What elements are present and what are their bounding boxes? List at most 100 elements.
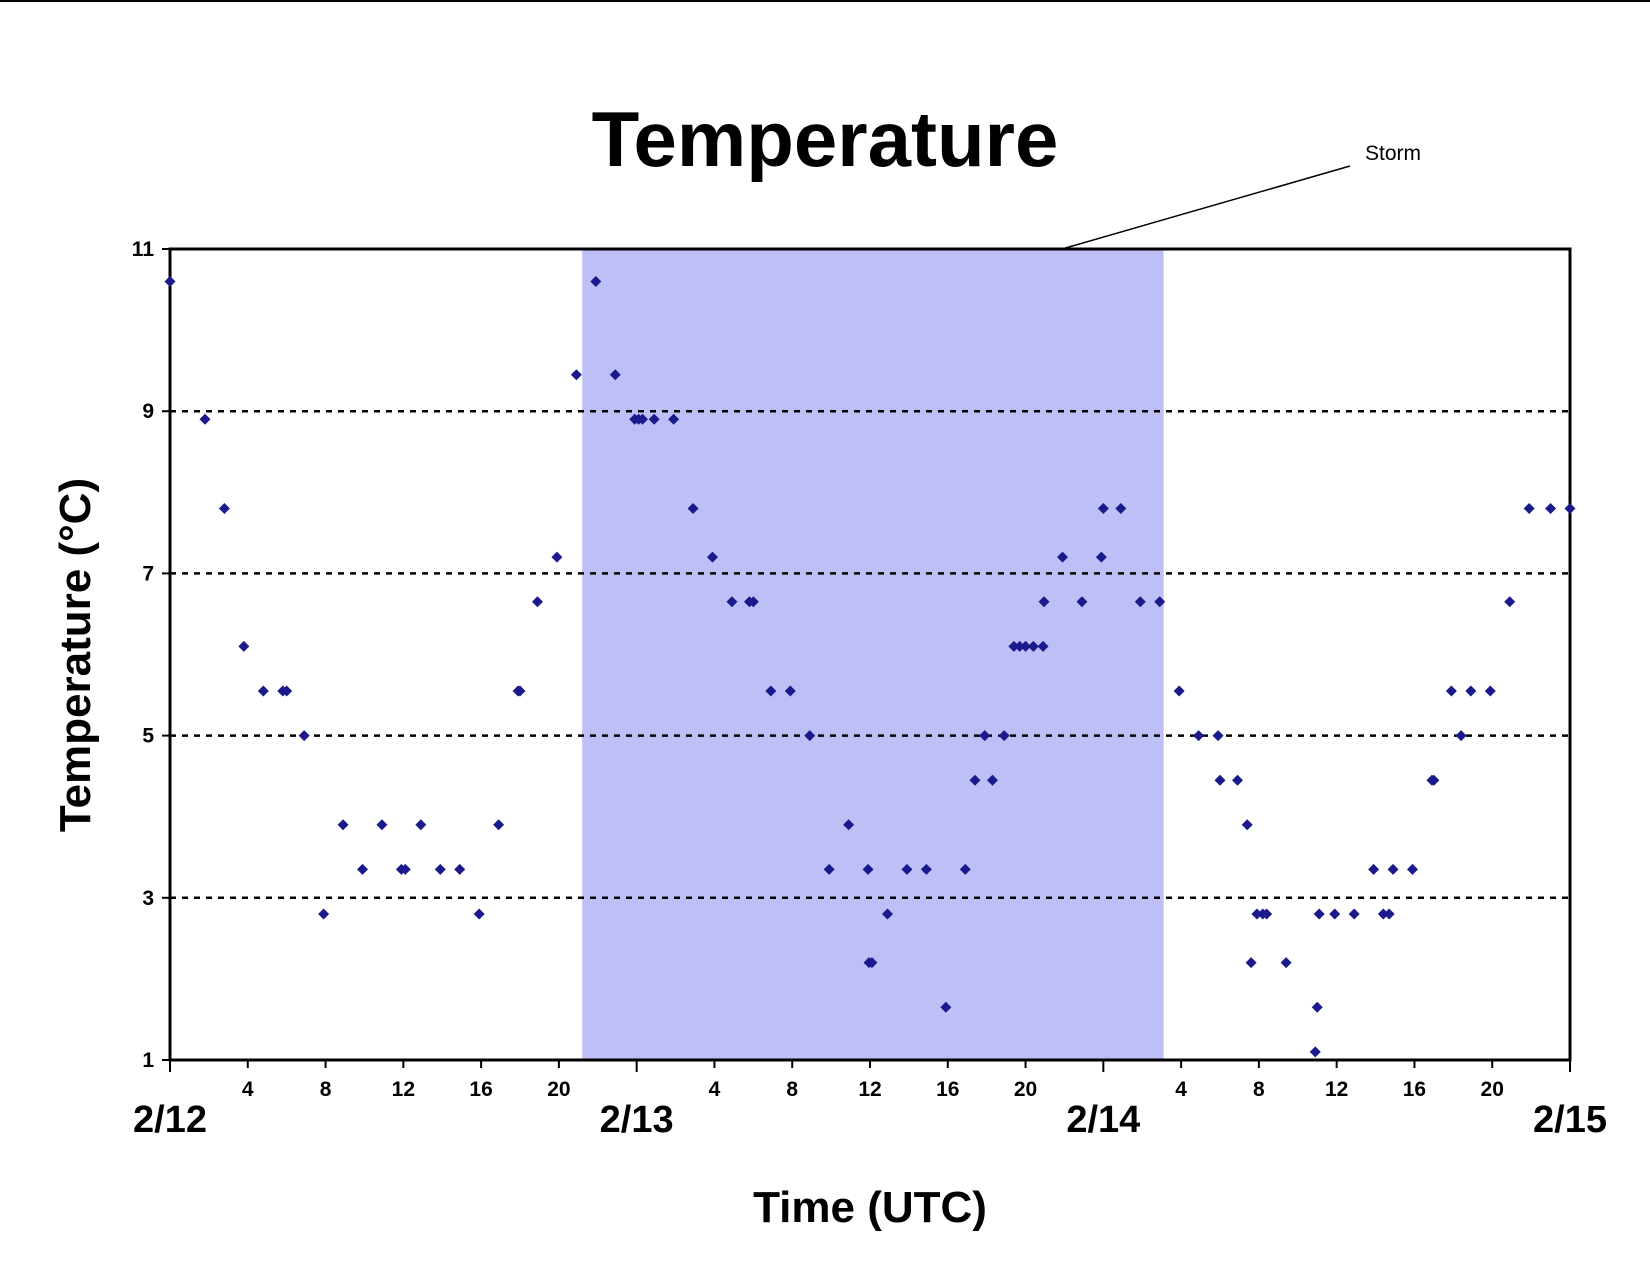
data-point [1368,863,1380,875]
data-point [843,819,855,831]
data-point [969,774,981,786]
data-point [551,551,563,563]
data-point [454,863,466,875]
data-point [1387,863,1399,875]
data-point [298,730,310,742]
data-point [1377,908,1389,920]
x-tick-label: 8 [320,1078,332,1101]
data-point [1261,908,1273,920]
data-point [1348,908,1360,920]
data-point [1445,685,1457,697]
data-point [1241,819,1253,831]
data-point [804,730,816,742]
y-tick-label: 5 [142,725,154,748]
data-point [668,413,680,425]
data-point [1311,1001,1323,1013]
x-tick-label: 20 [1014,1078,1037,1101]
data-point [866,957,878,969]
data-point [687,503,699,515]
data-point [1455,730,1467,742]
gridlines [170,409,1570,900]
data-point [1020,640,1032,652]
y-tick-label: 7 [142,562,154,585]
x-tick-label: 16 [469,1078,492,1101]
x-tick-label: 4 [1175,1078,1187,1101]
axis-ticks: 1 3 5 7 9 11 2/12 4 8 12 16 20 2/13 4 8 12 16 20 2/14 4 8 12 1… [132,238,1607,1141]
data-point [1134,596,1146,608]
data-point [1245,957,1257,969]
data-point [434,863,446,875]
data-point [765,685,777,697]
x-tick-label: 8 [1253,1078,1265,1101]
data-point [1193,730,1205,742]
storm-shaded-region [582,249,1164,1060]
y-axis-title: Temperature (°C) [51,478,100,832]
data-point [1545,503,1557,515]
data-point [1057,551,1068,563]
data-points [164,275,1576,1058]
data-point [707,551,718,563]
data-point [1251,908,1263,920]
x-tick-label: 16 [936,1078,959,1101]
y-tick-label: 9 [142,400,154,423]
data-point [514,685,526,697]
storm-region-layer [582,249,1164,1060]
x-axis-title: Time (UTC) [753,1183,987,1232]
x-tick-label: 12 [858,1078,881,1101]
data-point [1076,596,1088,608]
data-point [337,819,349,831]
data-point [979,730,991,742]
data-point [862,863,874,875]
storm-annotation-leader [1061,165,1351,250]
data-point [1214,774,1226,786]
data-point [637,413,648,425]
data-point [609,369,621,381]
data-point [959,863,971,875]
data-point [493,819,505,831]
data-point [399,863,411,875]
data-point [987,774,998,786]
storm-annotation-label: Storm [1365,142,1421,165]
day-label: 2/15 [1533,1099,1607,1141]
data-point [218,503,230,515]
data-point [257,685,269,697]
x-tick-label: 12 [392,1078,415,1101]
data-point [882,908,893,920]
data-point [199,413,211,425]
day-label: 2/13 [600,1099,674,1141]
x-tick-label: 20 [547,1078,570,1101]
data-point [1027,640,1039,652]
y-tick-label: 3 [142,887,154,910]
data-point [357,863,368,875]
x-tick-label: 12 [1325,1078,1348,1101]
data-point [1407,863,1418,875]
data-point [1037,640,1049,652]
data-point [1484,685,1496,697]
data-point [1564,503,1576,515]
x-tick-label: 4 [709,1078,721,1101]
x-tick-label: 4 [242,1078,254,1101]
data-point [473,908,485,920]
data-point [1115,503,1127,515]
data-point [747,596,759,608]
data-point [570,369,582,381]
data-point [823,863,835,875]
data-point [784,685,796,697]
day-label: 2/14 [1066,1099,1140,1141]
data-point [1173,685,1185,697]
chart-title: Temperature [592,95,1059,183]
data-point [1280,957,1292,969]
data-point [590,275,602,287]
data-point [1329,908,1341,920]
x-tick-label: 20 [1481,1078,1504,1101]
data-point [1313,908,1325,920]
data-point [376,819,388,831]
data-point [1038,596,1050,608]
x-tick-label: 16 [1403,1078,1426,1101]
data-point [940,1001,952,1013]
data-point [1095,551,1107,563]
data-point [1383,908,1395,920]
data-point [415,819,427,831]
data-point [1232,774,1243,786]
y-tick-label: 11 [132,238,155,261]
